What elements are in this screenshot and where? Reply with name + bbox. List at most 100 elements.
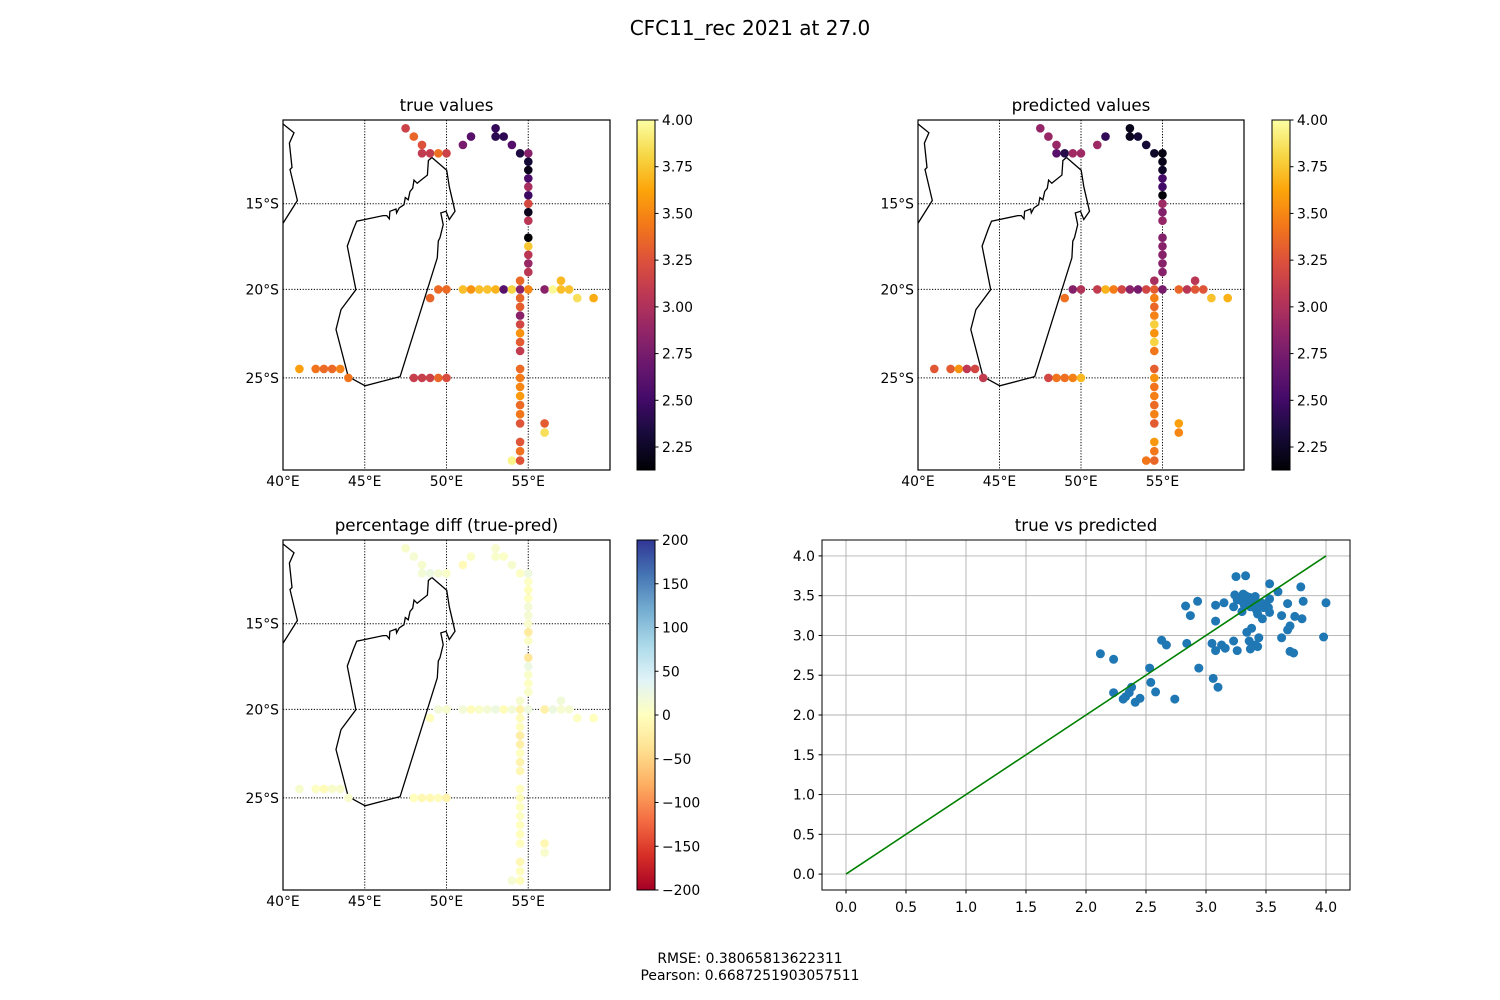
data-point	[1052, 149, 1061, 158]
data-point	[466, 132, 476, 141]
data-point	[1150, 293, 1159, 303]
data-point	[515, 311, 525, 320]
scatter-point	[1277, 633, 1287, 643]
colorbar-tick-label: 2.25	[662, 440, 693, 456]
data-point	[1158, 267, 1167, 277]
data-point	[515, 820, 525, 830]
data-point	[515, 364, 525, 374]
data-point	[515, 811, 525, 821]
data-point	[442, 373, 451, 383]
colorbar-tick-label: 150	[662, 577, 689, 593]
colorbar-tick-label: 4.00	[1297, 113, 1328, 129]
data-point	[1174, 428, 1184, 437]
colorbar-tick-label: 3.25	[662, 253, 693, 269]
data-point	[417, 560, 427, 570]
data-point	[524, 602, 533, 612]
scatter-point	[1263, 603, 1273, 613]
data-point	[515, 857, 525, 867]
data-point	[507, 456, 517, 465]
colorbar-tick-label: −50	[662, 752, 691, 768]
data-point	[499, 285, 509, 294]
data-point	[417, 793, 427, 803]
data-point	[524, 233, 533, 242]
x-tick-label: 3.0	[1195, 900, 1217, 916]
data-point	[556, 276, 566, 286]
data-point	[1174, 419, 1184, 428]
data-point	[515, 793, 525, 803]
data-point	[524, 199, 533, 208]
scatter-point	[1241, 571, 1251, 581]
data-point	[515, 731, 525, 740]
data-point	[1150, 373, 1159, 383]
x-tick-label: 0.0	[835, 900, 857, 916]
scatter-point	[1319, 632, 1329, 642]
data-point	[1093, 285, 1102, 294]
y-tick-label: 2.0	[793, 708, 815, 724]
data-point	[1052, 140, 1061, 150]
lon-tick-label: 40°E	[266, 474, 299, 490]
data-point	[515, 456, 525, 465]
data-point	[507, 560, 517, 570]
panel-title: true values	[400, 95, 494, 115]
data-point	[483, 285, 492, 294]
scatter-point	[1265, 579, 1275, 589]
scatter-point	[1185, 611, 1195, 621]
data-point	[954, 364, 964, 374]
data-point	[507, 285, 517, 294]
data-point	[1150, 328, 1159, 338]
data-point	[524, 594, 533, 603]
data-point	[1150, 364, 1159, 374]
lon-tick-label: 55°E	[512, 894, 545, 910]
data-point	[1101, 132, 1110, 141]
data-point	[524, 577, 533, 586]
y-tick-label: 3.5	[793, 589, 815, 605]
scatter-point	[1298, 596, 1308, 606]
data-point	[442, 285, 451, 294]
data-point	[1125, 132, 1135, 141]
scatter-point	[1220, 643, 1230, 653]
data-point	[1044, 373, 1053, 383]
scatter-point	[1109, 654, 1119, 664]
scatter-point	[1229, 636, 1239, 646]
scatter-point	[1151, 687, 1161, 697]
data-point	[1109, 285, 1118, 294]
data-point	[311, 364, 321, 374]
x-tick-label: 2.0	[1075, 900, 1097, 916]
colorbar-tick-label: 3.50	[662, 206, 693, 222]
colorbar-tick-label: 3.50	[1297, 206, 1328, 222]
data-point	[1158, 149, 1167, 158]
colorbar-tick-label: 2.75	[1297, 347, 1328, 363]
data-point	[515, 276, 525, 286]
data-point	[1125, 285, 1135, 294]
data-point	[524, 191, 533, 200]
data-point	[548, 705, 558, 714]
data-point	[524, 679, 533, 688]
data-point	[295, 784, 304, 794]
data-point	[515, 293, 525, 303]
figure-title: CFC11_rec 2021 at 27.0	[630, 16, 871, 40]
lat-tick-label: 25°S	[881, 371, 915, 387]
scatter-point	[1254, 600, 1264, 610]
data-point	[515, 866, 525, 876]
data-point	[1141, 456, 1151, 465]
colorbar-tick-label: 2.50	[662, 393, 693, 409]
scatter-point	[1245, 644, 1255, 654]
data-point	[540, 839, 549, 848]
data-point	[466, 285, 476, 294]
x-tick-label: 0.5	[895, 900, 917, 916]
data-point	[1158, 242, 1167, 251]
scatter-point	[1242, 627, 1252, 637]
data-point	[1150, 382, 1159, 392]
data-point	[515, 802, 525, 812]
lon-tick-label: 45°E	[983, 474, 1016, 490]
data-point	[425, 149, 435, 158]
data-point	[515, 302, 525, 312]
colorbar-tick-label: 2.25	[1297, 440, 1328, 456]
data-point	[1044, 132, 1053, 141]
y-tick-label: 0.5	[793, 827, 815, 843]
data-point	[1158, 182, 1167, 192]
data-point	[1141, 285, 1151, 294]
data-point	[1150, 320, 1159, 329]
data-point	[409, 793, 419, 803]
